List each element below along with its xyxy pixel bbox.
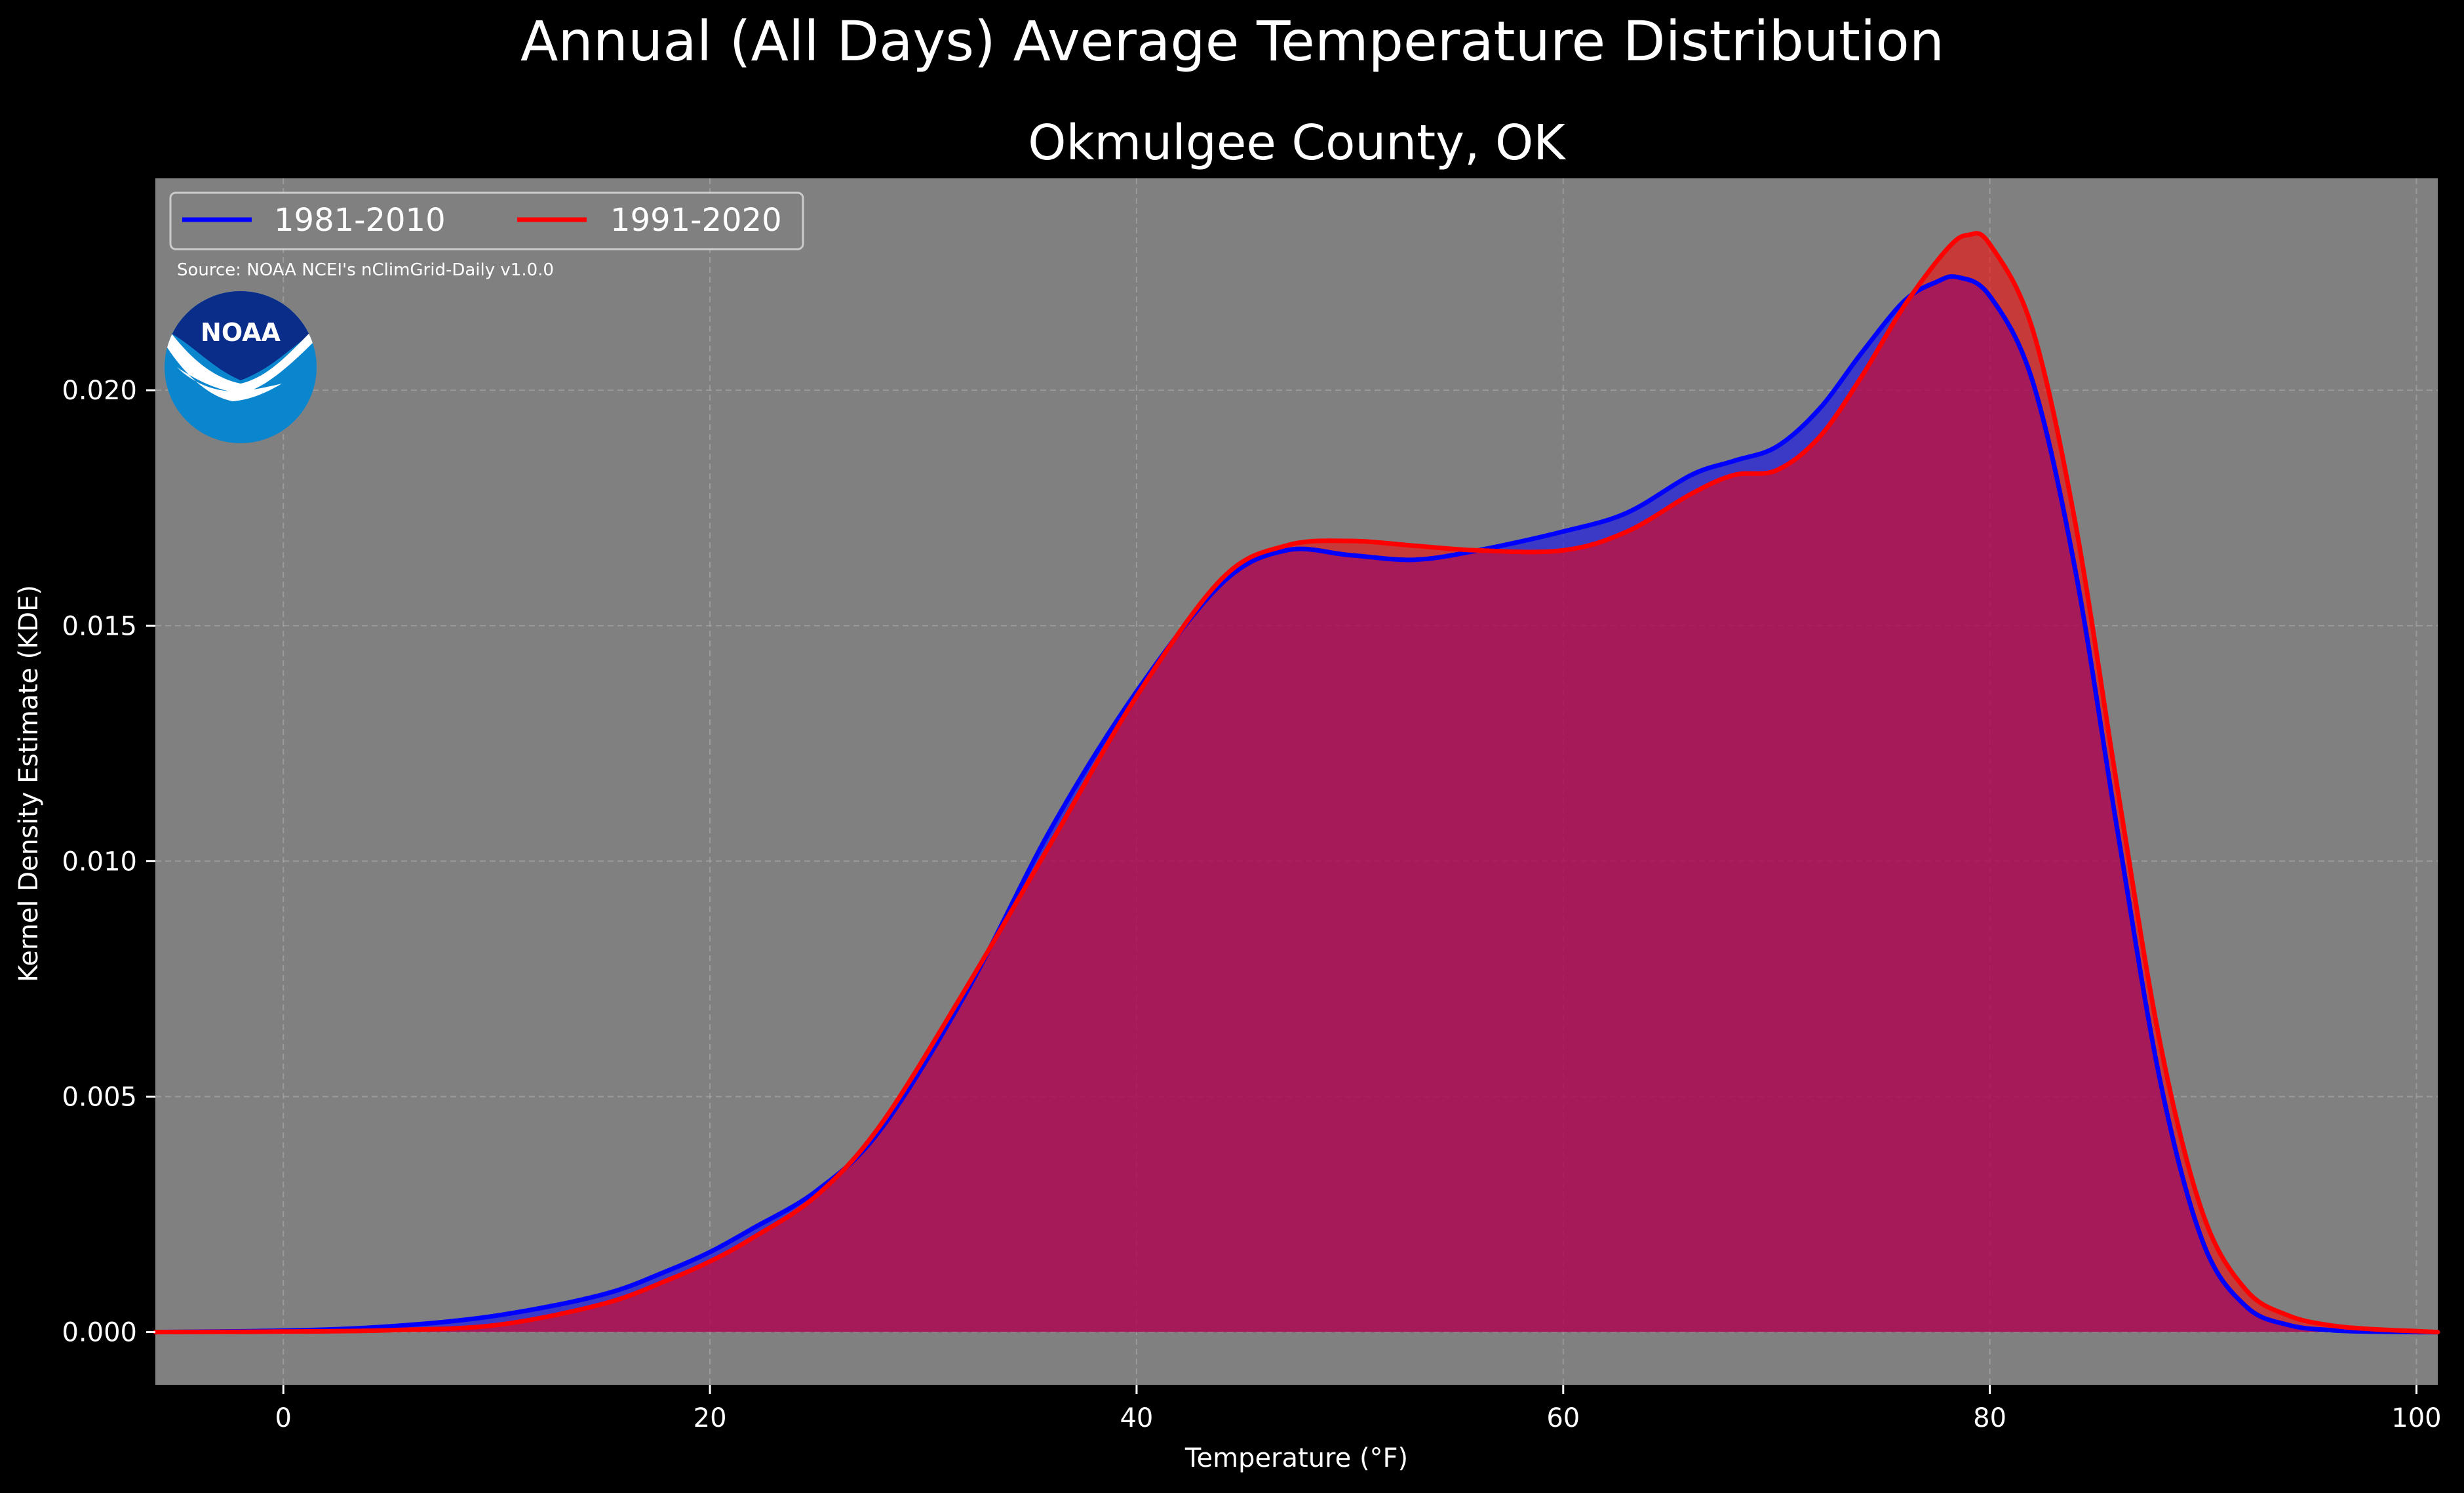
legend-box	[169, 191, 804, 250]
x-axis-label: Temperature (°F)	[1184, 1443, 1408, 1473]
y-tick-label-3: 0.015	[62, 611, 137, 641]
noaa-logo: NOAA	[165, 291, 317, 443]
legend-label-1991-2020: 1991-2020	[610, 202, 782, 239]
x-axis-ticks: 0 20 40 60 80 100	[275, 1385, 2442, 1433]
legend: 1981-2010 1991-2020	[169, 191, 804, 250]
y-axis-label: Kernel Density Estimate (KDE)	[14, 585, 44, 982]
x-tick-label-3: 60	[1546, 1403, 1580, 1433]
legend-label-1981-2010: 1981-2010	[274, 202, 446, 239]
x-tick-label-2: 40	[1120, 1403, 1153, 1433]
y-tick-label-1: 0.005	[62, 1082, 137, 1112]
chart-title: Okmulgee County, OK	[1028, 115, 1567, 171]
x-tick-label-0: 0	[275, 1403, 292, 1433]
series-lines	[153, 231, 2440, 1335]
x-tick-label-5: 100	[2391, 1403, 2441, 1433]
y-axis-ticks: 0.000 0.005 0.010 0.015 0.020	[62, 376, 155, 1348]
x-tick-label-4: 80	[1973, 1403, 2006, 1433]
series-line-1991-2020	[153, 231, 2440, 1335]
logo-lettering: NOAA	[201, 318, 281, 347]
figure-suptitle: Annual (All Days) Average Temperature Di…	[520, 9, 1944, 73]
series-fills	[155, 233, 2438, 1332]
y-tick-label-2: 0.010	[62, 846, 137, 877]
source-annotation: Source: NOAA NCEI's nClimGrid-Daily v1.0…	[177, 260, 554, 280]
y-tick-label-0: 0.000	[62, 1318, 137, 1348]
logo-bird-wave	[167, 328, 315, 401]
x-tick-label-1: 20	[694, 1403, 727, 1433]
series-area-1991-2020	[155, 233, 2438, 1332]
series-line-1981-2010	[153, 274, 2440, 1335]
y-tick-label-4: 0.020	[62, 376, 137, 406]
logo-upper-half	[165, 291, 317, 380]
